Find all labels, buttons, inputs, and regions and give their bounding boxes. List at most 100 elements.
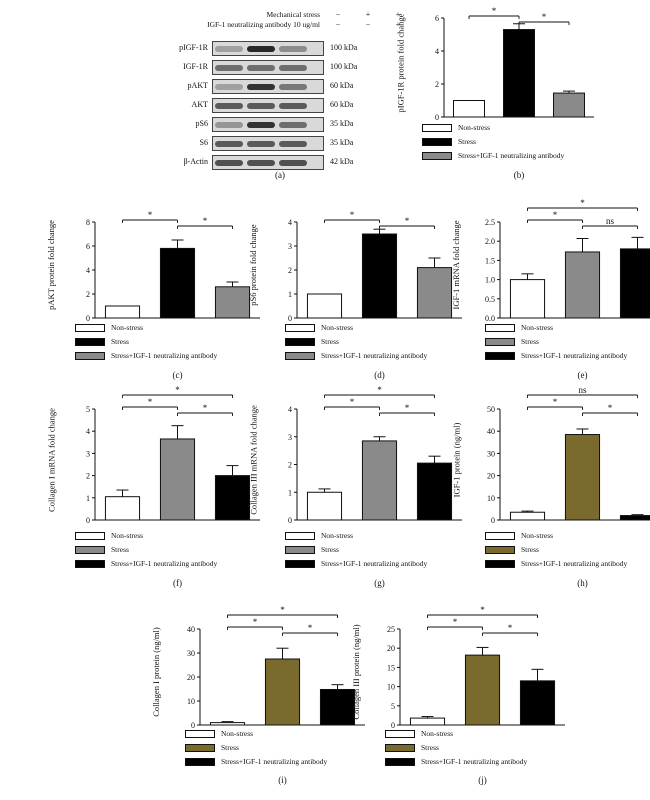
blot-sign: − <box>365 20 371 29</box>
bar <box>306 293 343 319</box>
legend-swatch <box>285 352 315 360</box>
bar <box>464 654 501 726</box>
legend-swatch <box>185 730 215 738</box>
significance-label: * <box>148 210 153 220</box>
bar <box>519 680 556 726</box>
y-tick-label: 6 <box>435 14 439 23</box>
bar <box>416 462 453 521</box>
significance-label: * <box>350 210 355 220</box>
bar <box>619 248 650 319</box>
significance-label: * <box>308 623 313 633</box>
significance-label: * <box>508 623 513 633</box>
panel-label-a: (a) <box>275 170 285 180</box>
chart-panel-e: 0.0 0.5 1.0 1.5 2.0 2.5 * ns * IGF-1 mRNA fold ch… <box>445 198 650 384</box>
legend-label: Stress+IGF-1 neutralizing antibody <box>421 757 528 766</box>
chart-panel-h: 0 10 20 30 40 50 * * ns IGF-1 protein (ng/ml) Non-… <box>445 385 650 592</box>
bar <box>319 688 356 726</box>
panel-label: (e) <box>577 370 588 380</box>
bar <box>409 717 446 726</box>
chart-panel-b: 0 2 4 6 * * pIGF-1R protein fold change Non-str… <box>392 2 604 184</box>
blot-protein-label: AKT <box>191 100 208 109</box>
bar-chart-svg: 0 5 10 15 20 25 * * * <box>387 605 565 730</box>
legend-label: Non-stress <box>458 123 491 132</box>
bar <box>306 491 343 521</box>
y-axis-label: pS6 protein fold change <box>248 224 258 306</box>
blot-kda-label: 60 kDa <box>330 100 354 109</box>
blot-protein-label: β-Actin <box>183 157 208 166</box>
panel-label: (f) <box>173 578 182 588</box>
significance-label: * <box>608 403 613 413</box>
significance-label: * <box>350 397 355 407</box>
legend-label: Non-stress <box>321 323 354 332</box>
legend-label: Stress+IGF-1 neutralizing antibody <box>521 351 628 360</box>
bar-chart-svg: 0 10 20 30 40 50 * * ns <box>487 385 650 525</box>
legend-label: Non-stress <box>521 323 554 332</box>
bar <box>209 722 246 726</box>
legend-swatch <box>422 138 452 146</box>
y-tick-label: 4 <box>435 47 439 56</box>
bar-chart-svg: 0 2 4 6 * * <box>435 6 594 122</box>
chart-panel-i: 0 10 20 30 40 * * * Collagen I protein (ng/ml) No… <box>145 605 375 789</box>
blot-sign: + <box>395 10 401 19</box>
bar <box>361 233 398 319</box>
y-tick-label: 1 <box>288 290 292 299</box>
significance-label: * <box>453 617 458 627</box>
blot-sign: − <box>335 20 341 29</box>
legend-swatch <box>285 532 315 540</box>
bar <box>503 29 535 118</box>
legend-swatch <box>75 324 105 332</box>
significance-label: * <box>553 210 558 220</box>
y-tick-label: 0 <box>86 516 90 525</box>
legend-swatch <box>185 744 215 752</box>
legend-label: Stress+IGF-1 neutralizing antibody <box>221 757 328 766</box>
blot-band <box>279 141 307 147</box>
blot-row: β-Actin 42 kDa <box>150 154 410 172</box>
blot-band <box>247 46 275 52</box>
blot-row: IGF-1R 100 kDa <box>150 59 410 77</box>
bar <box>453 100 485 118</box>
y-tick-label: 2 <box>86 290 90 299</box>
significance-label: * <box>175 385 180 395</box>
legend-swatch <box>485 338 515 346</box>
legend-label: Non-stress <box>111 323 144 332</box>
legend-swatch <box>285 338 315 346</box>
y-tick-label: 20 <box>387 644 395 653</box>
bar <box>214 475 251 521</box>
panel-label: (d) <box>374 370 385 380</box>
y-tick-label: 0 <box>491 516 495 525</box>
bar <box>564 434 601 521</box>
legend-swatch <box>485 352 515 360</box>
legend-label: Stress <box>111 545 129 554</box>
blot-sign: − <box>335 10 341 19</box>
significance-label: * <box>377 385 382 395</box>
blot-band <box>247 160 275 166</box>
legend-swatch <box>75 560 105 568</box>
bar-chart-svg: 0 1 2 3 4 * * <box>288 210 462 323</box>
blot-band <box>279 46 307 52</box>
blot-row: AKT 60 kDa <box>150 97 410 115</box>
legend-label: Stress+IGF-1 neutralizing antibody <box>458 151 565 160</box>
bar <box>159 438 196 521</box>
blot-band <box>215 46 243 52</box>
chart-panel-c: 0 2 4 6 8 * * pAKT protein fold change Non-stres… <box>35 198 270 384</box>
blot-protein-label: pS6 <box>195 119 208 128</box>
y-tick-label: 2 <box>288 266 292 275</box>
chart-panel-f: 0 1 2 3 4 5 * * * Collagen I mRNA fold change Non-… <box>35 385 270 592</box>
y-axis-label: Collagen III protein (ng/ml) <box>351 624 361 720</box>
blot-band <box>247 122 275 128</box>
y-tick-label: 30 <box>187 649 195 658</box>
blot-band <box>279 122 307 128</box>
legend-label: Stress+IGF-1 neutralizing antibody <box>111 351 218 360</box>
legend-label: Stress+IGF-1 neutralizing antibody <box>321 351 428 360</box>
y-tick-label: 0 <box>191 721 195 730</box>
significance-label: * <box>148 397 153 407</box>
y-tick-label: 0 <box>435 113 439 122</box>
bar <box>416 267 453 319</box>
blot-row: pAKT 60 kDa <box>150 78 410 96</box>
blot-band <box>247 141 275 147</box>
y-tick-label: 8 <box>86 218 90 227</box>
blot-band <box>279 84 307 90</box>
y-tick-label: 15 <box>387 663 395 672</box>
legend-swatch <box>485 560 515 568</box>
significance-label: * <box>492 6 497 16</box>
